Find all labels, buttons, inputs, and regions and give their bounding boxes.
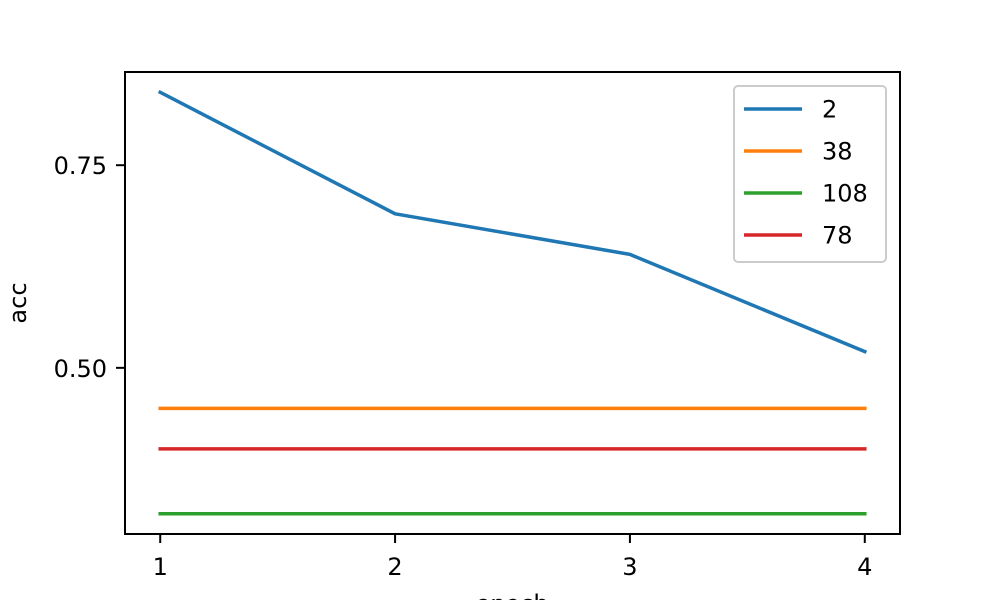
legend-box (733, 85, 887, 263)
series-layer (157, 89, 868, 516)
legend-items: 2 38 108 78 (744, 96, 868, 250)
plot-frame (124, 71, 901, 535)
x-tick-label: 4 (857, 553, 872, 581)
legend: 2 38 108 78 (733, 85, 887, 263)
y-tick-label: 0.50 (54, 355, 107, 383)
y-tick-label: 0.75 (54, 152, 107, 180)
x-tick-label: 1 (153, 553, 168, 581)
series-line-2 (157, 89, 868, 354)
y-axis-label: acc (4, 282, 32, 323)
legend-label-78: 78 (822, 222, 853, 250)
legend-label-38: 38 (822, 138, 853, 166)
x-axis-label: epoch (475, 590, 548, 600)
legend-label-108: 108 (822, 180, 868, 208)
x-axis-ticks: 1 2 3 4 (153, 534, 872, 581)
y-axis-ticks: 0.50 0.75 (54, 152, 125, 383)
x-tick-label: 2 (387, 553, 402, 581)
x-tick-label: 3 (622, 553, 637, 581)
legend-label-2: 2 (822, 96, 837, 124)
